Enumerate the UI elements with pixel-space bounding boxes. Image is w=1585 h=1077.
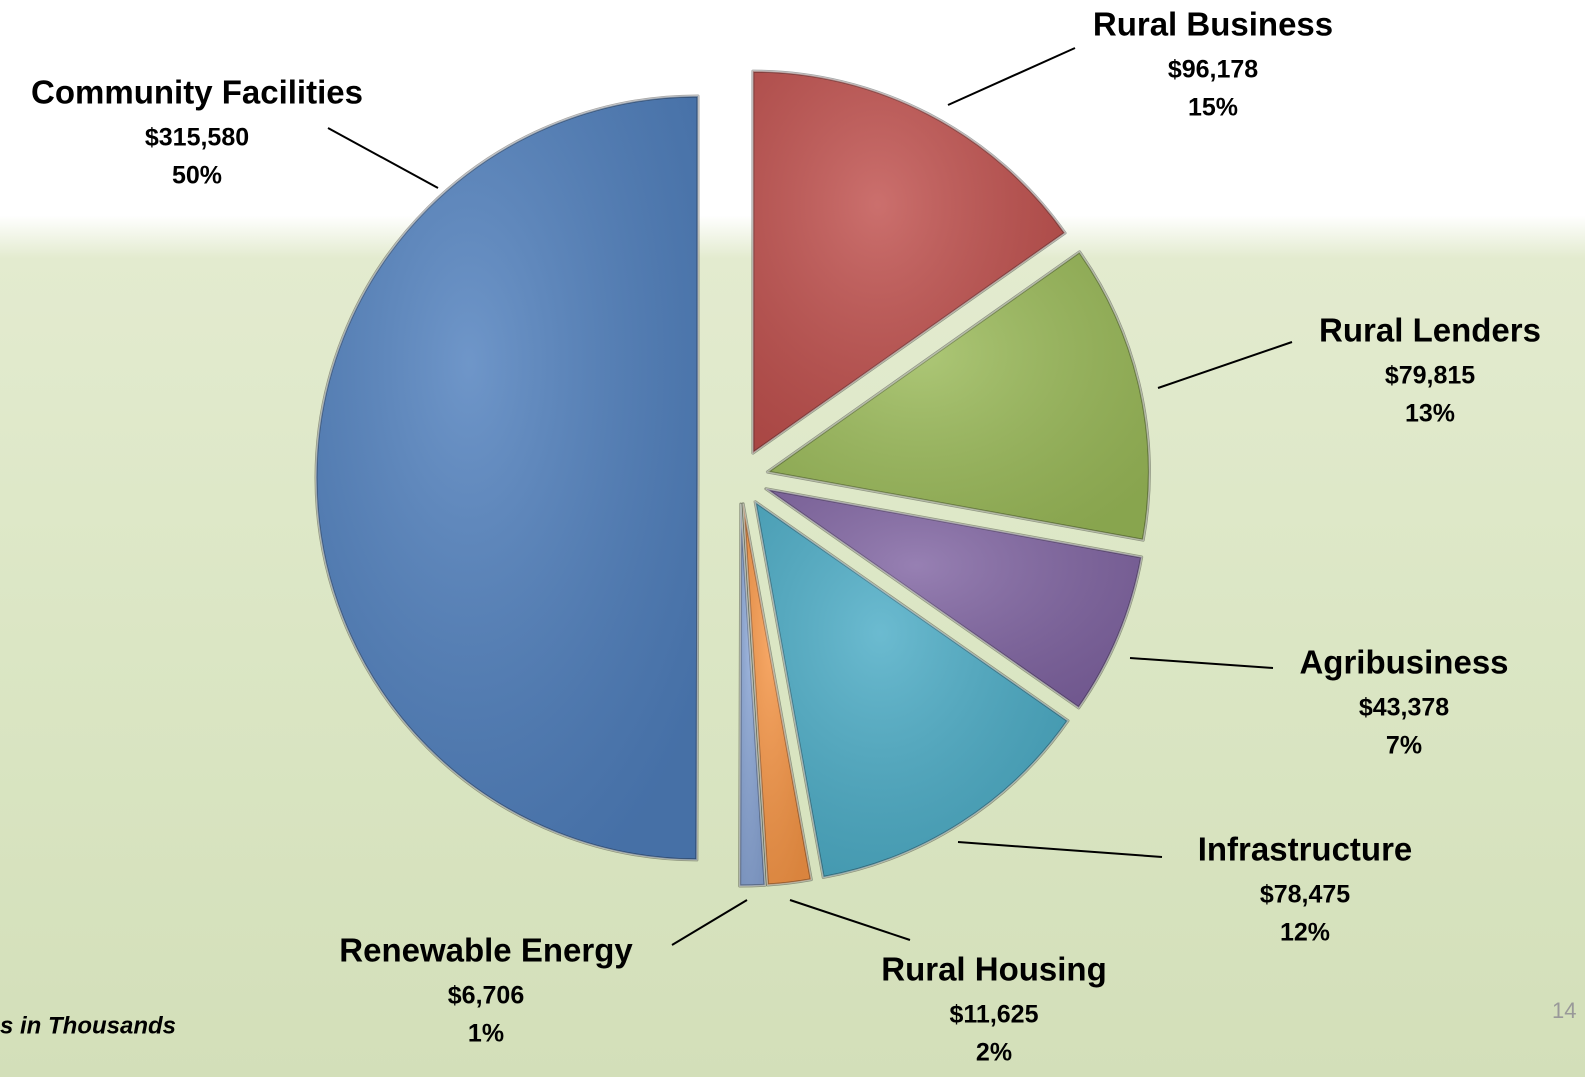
category-label: Rural Housing bbox=[881, 951, 1107, 988]
category-label: Infrastructure bbox=[1198, 831, 1413, 868]
value-label: $96,178 bbox=[1168, 56, 1258, 84]
percent-label: 50% bbox=[172, 162, 222, 190]
category-label: Rural Business bbox=[1093, 6, 1333, 43]
percent-label: 7% bbox=[1386, 732, 1422, 760]
footnote: s in Thousands bbox=[0, 1012, 176, 1039]
percent-label: 12% bbox=[1280, 919, 1330, 947]
value-label: $315,580 bbox=[145, 124, 249, 152]
category-label: Agribusiness bbox=[1299, 644, 1508, 681]
percent-label: 15% bbox=[1188, 94, 1238, 122]
percent-label: 2% bbox=[976, 1039, 1012, 1067]
page: Rural Business $96,178 15% Rural Lenders $79… bbox=[0, 0, 1585, 1077]
chart: Rural Business $96,178 15% Rural Lenders $79… bbox=[0, 0, 1585, 1077]
value-label: $78,475 bbox=[1260, 881, 1350, 909]
category-label: Rural Lenders bbox=[1319, 312, 1541, 349]
value-label: $6,706 bbox=[448, 982, 524, 1010]
percent-label: 1% bbox=[468, 1020, 504, 1048]
value-label: $11,625 bbox=[950, 1001, 1039, 1029]
value-label: $43,378 bbox=[1359, 694, 1449, 722]
value-label: $79,815 bbox=[1385, 362, 1475, 390]
page-number: 14 bbox=[1552, 998, 1576, 1023]
category-label: Community Facilities bbox=[31, 74, 363, 111]
percent-label: 13% bbox=[1405, 400, 1455, 428]
category-label: Renewable Energy bbox=[339, 932, 633, 969]
